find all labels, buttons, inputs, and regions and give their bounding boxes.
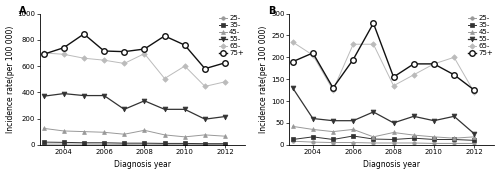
Text: B: B (268, 6, 276, 16)
Y-axis label: Incidence rate(per 100 000): Incidence rate(per 100 000) (6, 26, 15, 133)
Y-axis label: Incidence rate(per 100 000): Incidence rate(per 100 000) (259, 26, 268, 133)
Legend: 25-, 35-, 45-, 55-, 65-, 75+: 25-, 35-, 45-, 55-, 65-, 75+ (218, 14, 244, 57)
Text: A: A (19, 6, 26, 16)
Legend: 25-, 35-, 45-, 55-, 65-, 75+: 25-, 35-, 45-, 55-, 65-, 75+ (467, 14, 493, 57)
X-axis label: Diagnosis year: Diagnosis year (114, 160, 171, 169)
X-axis label: Diagnosis year: Diagnosis year (363, 160, 420, 169)
